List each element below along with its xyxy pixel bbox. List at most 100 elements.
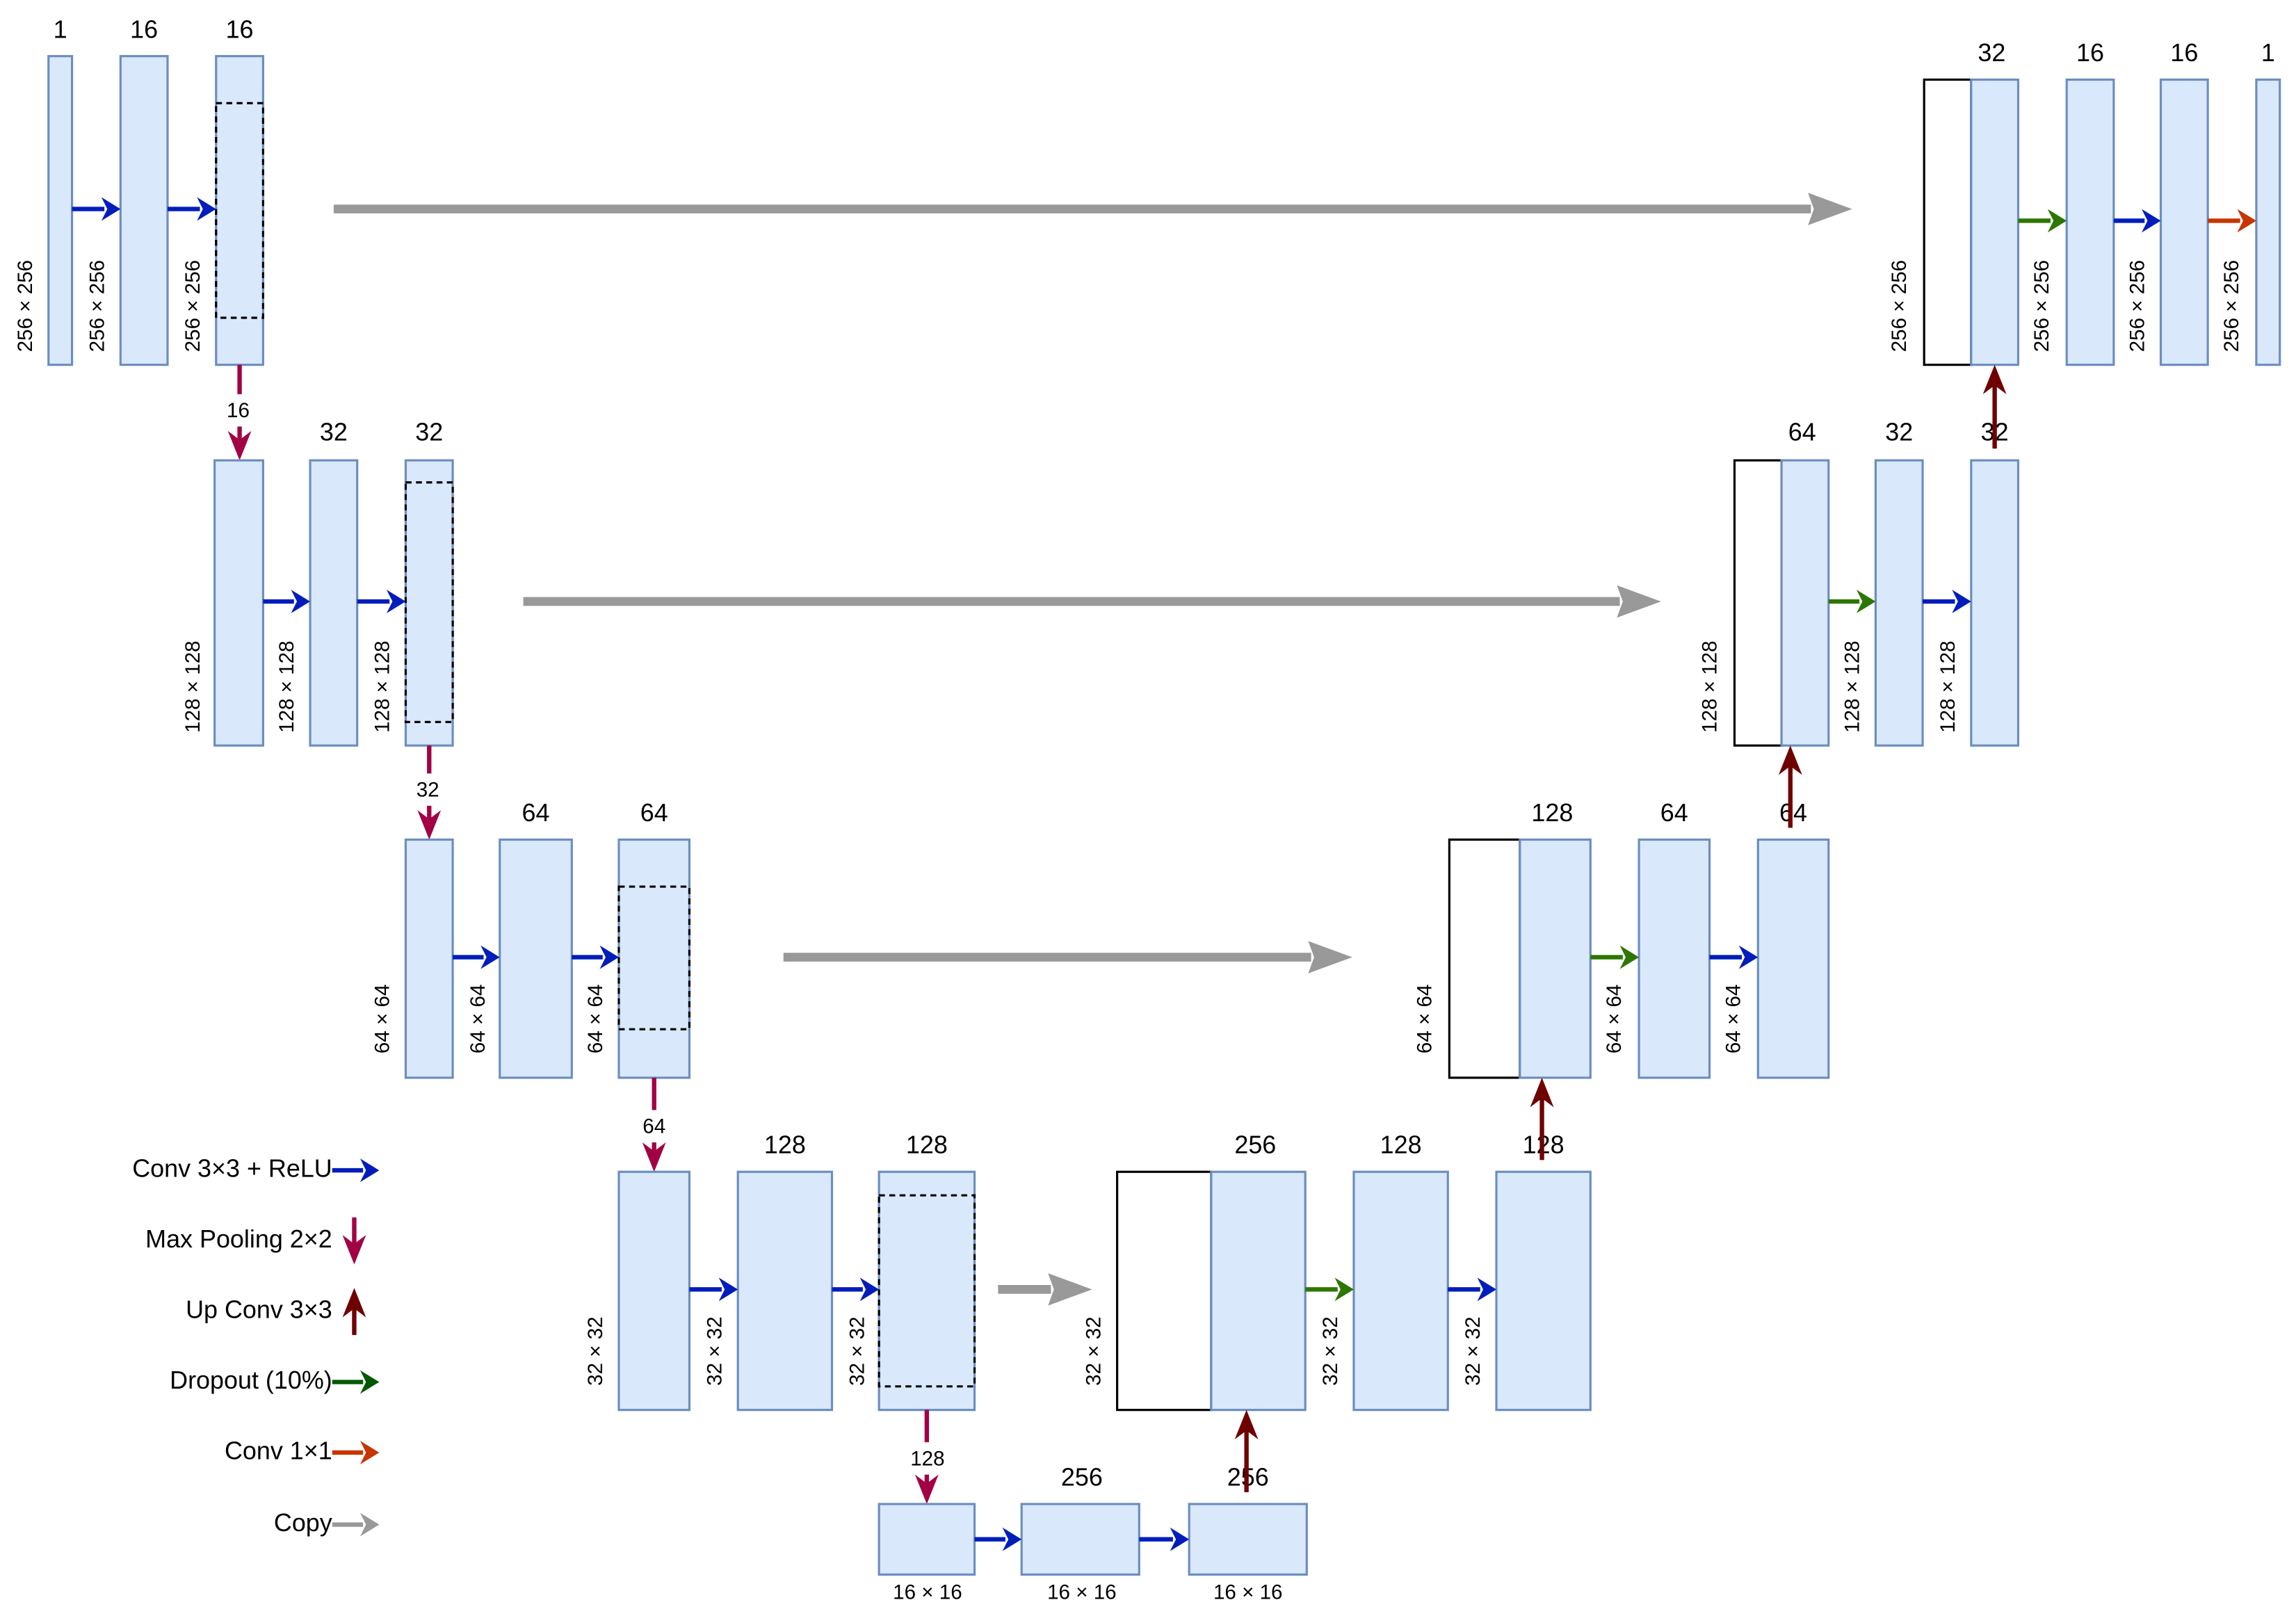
size-label: 256 × 256 [2126, 260, 2149, 352]
channel-label: 16 [2076, 38, 2104, 67]
size-label: 256 × 256 [86, 260, 108, 352]
bottleneck-block [1188, 1503, 1308, 1576]
size-label: 32 × 32 [846, 1316, 868, 1386]
decoder-block [1519, 838, 1592, 1079]
channel-label: 128 [1531, 798, 1573, 827]
dropout-arrow-head [1856, 590, 1876, 613]
size-label: 32 × 32 [1319, 1316, 1342, 1386]
channel-label: 16 [2170, 38, 2198, 67]
upconv-arrow-head [1778, 745, 1802, 775]
decoder-block [1756, 838, 1830, 1079]
conv-arrow-head [1738, 945, 1759, 969]
channel-label: 128 [1380, 1131, 1422, 1159]
legend-label: Conv 1×1 [225, 1436, 332, 1464]
dropout-arrow-head [1334, 1277, 1354, 1302]
channel-label: 256 [1234, 1131, 1276, 1159]
legend-dropout_legend-arrow-head [359, 1370, 380, 1394]
conv-arrow-head [1952, 590, 1971, 613]
legend-label: Dropout (10%) [170, 1366, 332, 1394]
channel-label: 64 [1660, 798, 1688, 827]
size-label: 128 × 128 [1698, 640, 1721, 732]
channel-label: 32 [1885, 417, 1913, 446]
channel-label: 64 [522, 798, 550, 827]
bottleneck-block [1020, 1503, 1140, 1576]
crop-region [617, 885, 691, 1031]
legend-conv1x1-arrow-head [359, 1441, 380, 1464]
pool-arrow-head [914, 1474, 939, 1504]
copy-arrow-head [1617, 585, 1661, 618]
channel-label: 16 [226, 15, 254, 43]
decoder-block [1210, 1170, 1307, 1412]
decoder-block [1638, 838, 1711, 1079]
size-label: 256 × 256 [14, 260, 37, 352]
pool-channel-label: 16 [227, 399, 250, 422]
size-label: 16 × 16 [893, 1581, 962, 1604]
channel-label: 1 [2261, 38, 2275, 67]
size-label: 128 × 128 [371, 640, 394, 732]
upconv-arrow-head [1234, 1409, 1259, 1439]
encoder-block [617, 1170, 691, 1412]
upconv-arrow-head [1530, 1077, 1554, 1108]
dropout-arrow-head [1619, 945, 1640, 969]
encoder-block [617, 838, 691, 1079]
encoder-block [878, 1170, 976, 1412]
decoder-block [1970, 459, 2020, 747]
encoder-block [404, 459, 454, 747]
size-label: 64 × 64 [1722, 985, 1745, 1054]
conv1x1-arrow-head [2237, 209, 2256, 233]
decoder-block [1780, 459, 1830, 747]
decoder-block [1495, 1170, 1592, 1412]
encoder-block [119, 55, 169, 366]
channel-label: 32 [320, 417, 348, 446]
decoder-block [1352, 1170, 1449, 1412]
decoder-block [1970, 78, 2020, 366]
conv-arrow-head [859, 1277, 880, 1302]
size-label: 32 × 32 [703, 1316, 726, 1386]
copy-arrow-head [1048, 1273, 1092, 1306]
size-label: 32 × 32 [1083, 1316, 1106, 1386]
channel-label: 64 [640, 798, 668, 827]
legend-label: Copy [274, 1508, 332, 1537]
copied-feature-block [1116, 1170, 1213, 1412]
channel-label: 32 [415, 417, 443, 446]
size-label: 128 × 128 [1841, 640, 1864, 732]
pool-channel-label: 128 [910, 1447, 944, 1470]
conv-arrow-head [1477, 1277, 1497, 1302]
size-label: 256 × 256 [181, 260, 204, 352]
size-label: 256 × 256 [2220, 260, 2243, 352]
legend-label: Up Conv 3×3 [186, 1295, 332, 1324]
encoder-block [404, 838, 454, 1079]
channel-label: 32 [1978, 38, 2005, 67]
encoder-block [309, 459, 359, 747]
copied-feature-block [1448, 838, 1521, 1079]
encoder-block [736, 1170, 834, 1412]
legend-label: Conv 3×3 + ReLU [132, 1154, 332, 1183]
size-label: 32 × 32 [584, 1316, 607, 1386]
pool-arrow-head [227, 430, 252, 461]
pool-arrow-head [417, 810, 442, 840]
pool-arrow-head [642, 1142, 666, 1172]
conv-arrow-head [1002, 1527, 1022, 1551]
encoder-block [47, 55, 74, 366]
conv-arrow-head [197, 197, 216, 221]
size-label: 256 × 256 [1888, 260, 1911, 352]
decoder-block [1874, 459, 1924, 747]
channel-label: 1 [54, 15, 67, 43]
size-label: 128 × 128 [275, 640, 298, 732]
size-label: 64 × 64 [467, 985, 490, 1054]
encoder-block [213, 459, 264, 747]
legend-conv-arrow-head [359, 1158, 380, 1183]
conv-arrow-head [2142, 209, 2161, 233]
copy-arrow-head [1808, 193, 1852, 225]
channel-label: 128 [906, 1131, 948, 1159]
conv-arrow-head [386, 590, 406, 613]
legend-label: Max Pooling 2×2 [145, 1225, 332, 1253]
conv-arrow-head [291, 590, 311, 613]
size-label: 128 × 128 [181, 640, 204, 732]
channel-label: 128 [764, 1131, 806, 1159]
crop-region [215, 102, 264, 319]
size-label: 128 × 128 [1937, 640, 1959, 732]
legend-pool-arrow-head [342, 1235, 366, 1265]
pool-channel-label: 32 [417, 779, 439, 802]
